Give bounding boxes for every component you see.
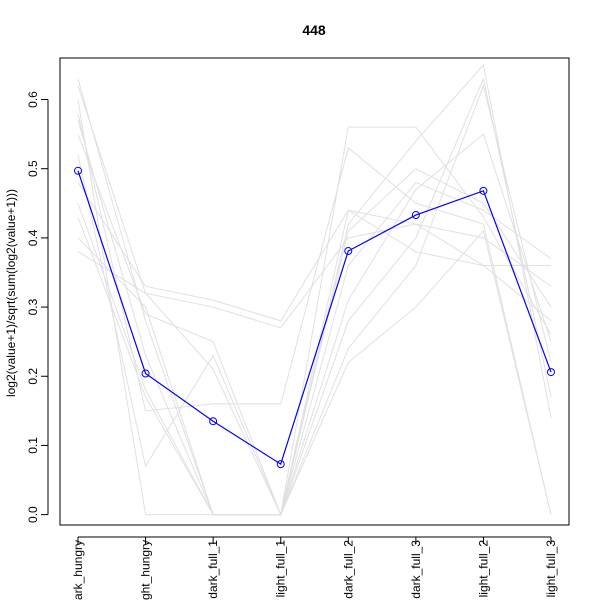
background-series-line xyxy=(77,168,552,516)
background-series-line xyxy=(77,78,552,516)
y-tick-label: 0.2 xyxy=(26,368,40,385)
y-tick-label: 0.5 xyxy=(26,160,40,177)
highlight-point xyxy=(74,166,82,175)
y-tick-label: 0.6 xyxy=(26,91,40,108)
plot-frame xyxy=(59,57,570,526)
highlight-point xyxy=(411,211,420,220)
highlight-series-group xyxy=(74,166,555,469)
x-tick-label: light_full_3 xyxy=(544,540,558,598)
chart-title: 448 xyxy=(302,22,326,38)
background-series-group xyxy=(77,63,552,517)
x-axis: ark_hungry ght_hungry dark_full_1 light_ful… xyxy=(71,536,558,600)
background-series-line xyxy=(77,216,552,516)
background-series-line xyxy=(77,181,552,516)
x-tick-label: ark_hungry xyxy=(71,540,85,600)
highlight-point xyxy=(141,369,150,378)
background-series-line xyxy=(77,182,552,322)
x-tick-label: light_full_2 xyxy=(476,540,490,598)
y-axis-label: log2(value+1)/sqrt(sum(log2(value+1))) xyxy=(4,189,18,397)
y-tick-label: 0.0 xyxy=(26,506,40,523)
y-axis: 0.0 0.1 0.2 0.3 0.4 0.5 0.6 xyxy=(26,91,49,523)
x-tick-label: dark_full_3 xyxy=(409,540,423,599)
background-series-line xyxy=(77,85,552,517)
highlight-point xyxy=(209,417,218,426)
background-series-line xyxy=(77,63,552,517)
background-series-line xyxy=(77,77,552,517)
x-tick-label: dark_full_1 xyxy=(206,540,220,599)
x-tick-label: dark_full_2 xyxy=(341,540,355,599)
highlight-point xyxy=(479,186,488,195)
highlight-point xyxy=(547,368,555,377)
highlight-series-line xyxy=(77,170,552,466)
highlight-point xyxy=(276,460,285,469)
background-series-line xyxy=(77,113,552,515)
y-tick-label: 0.1 xyxy=(26,437,40,454)
y-tick-label: 0.4 xyxy=(26,229,40,246)
background-series-line xyxy=(77,83,552,516)
highlight-point xyxy=(344,247,353,256)
background-series-line xyxy=(77,223,552,329)
x-tick-label: light_full_1 xyxy=(274,540,288,598)
y-tick-label: 0.3 xyxy=(26,298,40,315)
x-tick-label: ght_hungry xyxy=(139,540,153,600)
